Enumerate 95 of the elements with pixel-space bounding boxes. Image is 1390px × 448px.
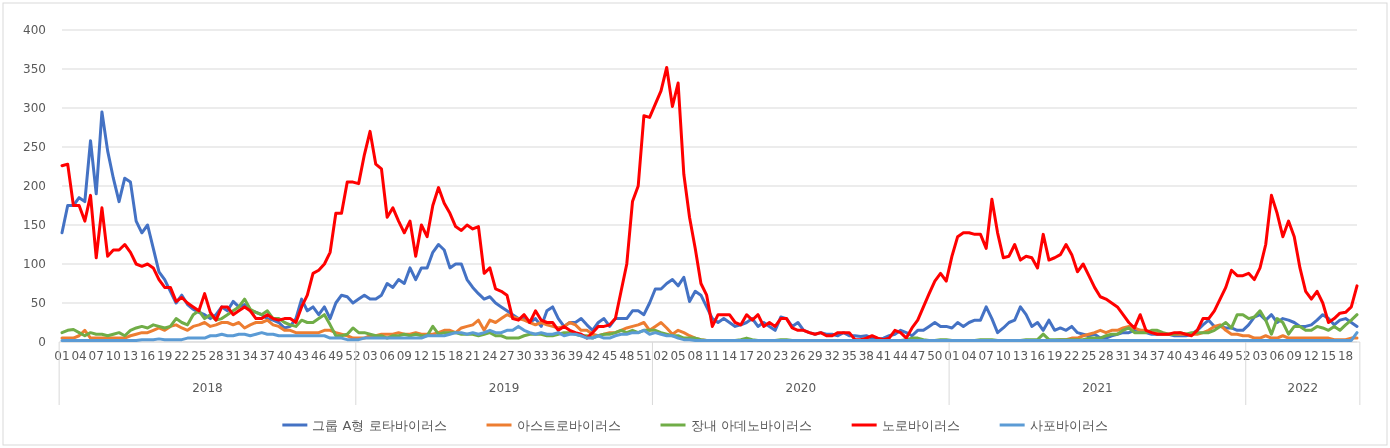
x-tick-label: 15 [430, 349, 447, 363]
x-tick-label: 34 [242, 349, 258, 363]
y-tick-label: 200 [23, 179, 46, 193]
legend-label: 노로바이러스 [881, 418, 960, 433]
y-tick-label: 150 [23, 218, 46, 232]
x-tick-label: 12 [413, 349, 430, 363]
x-tick-label: 22 [174, 349, 190, 363]
x-tick-label: 20 [756, 349, 772, 363]
x-tick-label: 23 [773, 349, 789, 363]
x-tick-label: 25 [1081, 349, 1097, 363]
x-tick-label: 18 [1337, 349, 1354, 363]
x-tick-label: 27 [499, 349, 515, 363]
x-tick-label: 17 [738, 349, 755, 363]
y-tick-label: 250 [23, 140, 46, 154]
x-tick-label: 51 [636, 349, 652, 363]
x-tick-label: 45 [602, 349, 618, 363]
x-tick-label: 29 [807, 349, 823, 363]
y-tick-label: 400 [23, 23, 46, 37]
y-tick-label: 0 [38, 335, 46, 349]
y-tick-label: 350 [23, 62, 46, 76]
x-tick-label: 13 [122, 349, 139, 363]
x-tick-label: 03 [362, 349, 378, 363]
legend-label: 그룹 A형 로타바이러스 [312, 418, 447, 433]
x-tick-label: 28 [208, 349, 224, 363]
legend-label: 사포바이러스 [1029, 418, 1108, 433]
x-tick-label: 39 [567, 349, 584, 363]
x-tick-label: 11 [704, 349, 720, 363]
x-tick-label: 40 [1166, 349, 1183, 363]
x-tick-label: 48 [619, 349, 635, 363]
x-tick-label: 09 [1286, 349, 1302, 363]
legend-label: 장내 아데노바이러스 [690, 418, 812, 433]
x-tick-label: 09 [396, 349, 412, 363]
x-tick-label: 03 [1252, 349, 1268, 363]
x-tick-label: 19 [157, 349, 173, 363]
x-tick-label: 04 [961, 349, 977, 363]
text: 2021 [1082, 381, 1113, 395]
x-tick-label: 28 [1098, 349, 1114, 363]
x-tick-label: 36 [550, 349, 566, 363]
x-tick-label: 01 [54, 349, 70, 363]
x-tick-label: 19 [1047, 349, 1063, 363]
x-tick-label: 15 [1320, 349, 1337, 363]
x-tick-label: 33 [533, 349, 549, 363]
x-tick-label: 02 [653, 349, 669, 363]
x-tick-label: 40 [276, 349, 293, 363]
x-tick-label: 06 [1269, 349, 1285, 363]
x-tick-label: 42 [584, 349, 601, 363]
x-tick-label: 41 [875, 349, 892, 363]
x-tick-label: 12 [1303, 349, 1319, 363]
x-tick-label: 04 [71, 349, 87, 363]
text: 2018 [192, 381, 223, 395]
text: 2022 [1287, 381, 1319, 395]
x-tick-label: 43 [1183, 349, 1200, 363]
x-tick-label: 24 [482, 349, 498, 363]
x-tick-label: 38 [858, 349, 875, 363]
x-tick-label: 31 [225, 349, 241, 363]
x-tick-label: 37 [1149, 349, 1165, 363]
x-tick-label: 10 [105, 349, 121, 363]
x-tick-label: 34 [1132, 349, 1148, 363]
x-tick-label: 47 [910, 349, 926, 363]
x-tick-label: 08 [687, 349, 703, 363]
x-tick-label: 31 [1115, 349, 1131, 363]
x-tick-label: 46 [311, 349, 327, 363]
y-tick-label: 100 [23, 257, 46, 271]
text: 2019 [488, 381, 520, 395]
x-tick-label: 07 [978, 349, 994, 363]
x-tick-label: 26 [790, 349, 806, 363]
x-tick-label: 22 [1064, 349, 1080, 363]
x-tick-label: 16 [1029, 349, 1046, 363]
x-tick-label: 05 [670, 349, 686, 363]
text: 2020 [785, 381, 817, 395]
x-tick-label: 50 [927, 349, 943, 363]
x-tick-label: 43 [293, 349, 310, 363]
x-tick-label: 01 [944, 349, 960, 363]
x-tick-label: 52 [345, 349, 361, 363]
x-tick-label: 10 [995, 349, 1011, 363]
x-tick-label: 35 [841, 349, 857, 363]
x-tick-label: 49 [1218, 349, 1234, 363]
x-tick-label: 06 [379, 349, 395, 363]
x-tick-label: 46 [1201, 349, 1217, 363]
x-tick-label: 18 [447, 349, 464, 363]
x-tick-label: 30 [516, 349, 532, 363]
x-tick-label: 49 [328, 349, 344, 363]
legend-label: 아스트로바이러스 [516, 418, 621, 433]
x-tick-label: 37 [259, 349, 276, 363]
x-tick-label: 25 [191, 349, 207, 363]
x-tick-label: 44 [892, 349, 909, 363]
x-tick-label: 13 [1012, 349, 1029, 363]
y-tick-label: 50 [30, 296, 46, 310]
x-tick-label: 16 [139, 349, 156, 363]
x-tick-label: 07 [88, 349, 104, 363]
x-tick-label: 14 [721, 349, 738, 363]
y-tick-label: 300 [23, 101, 46, 115]
x-tick-label: 32 [824, 349, 840, 363]
x-tick-label: 21 [465, 349, 481, 363]
x-tick-label: 52 [1235, 349, 1251, 363]
